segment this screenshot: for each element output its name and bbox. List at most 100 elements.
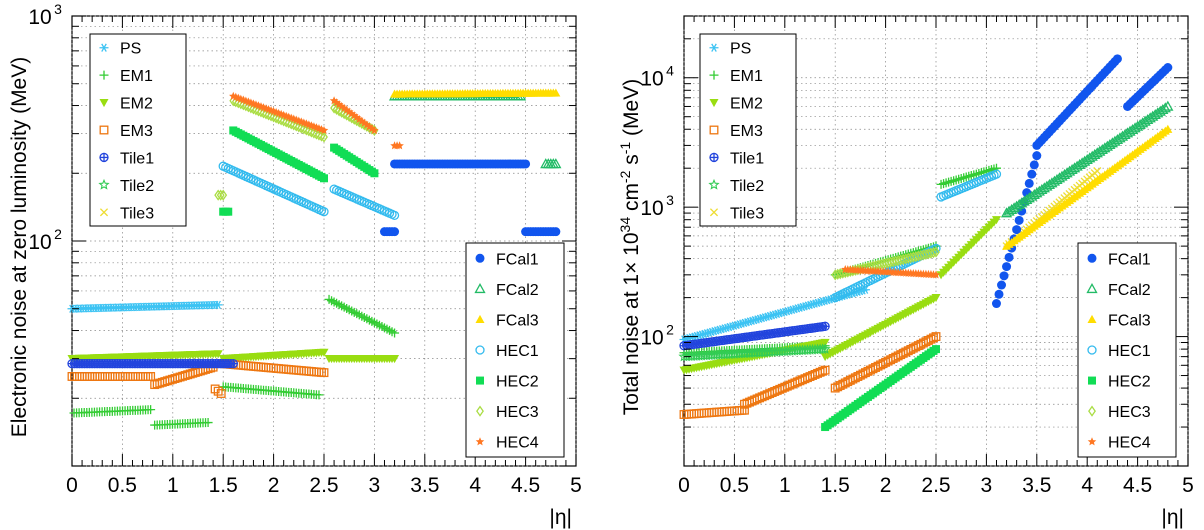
data-point-fcal2 [1003,205,1015,216]
data-point-hec3 [279,115,288,127]
data-point-fcal2 [1081,153,1093,165]
legend-marker-tile2 [98,178,110,190]
data-point-hec4 [931,270,941,279]
legend-marker-hec4 [1087,437,1097,446]
data-point-fcal2 [1147,110,1159,121]
data-point-em3 [259,362,268,372]
data-point-hec4 [395,141,404,150]
y-tick-exponent: 4 [666,63,674,79]
legend-label-fcal3: FCal3 [1108,312,1151,329]
y-axis-label-part: -1 [617,142,633,155]
data-point-fcal1 [1032,151,1042,161]
data-point-fcal3 [1163,124,1173,133]
data-point-fcal1 [521,159,531,169]
data-point-em3 [319,368,329,378]
data-point-hec3 [269,111,278,123]
data-point-hec3 [249,103,258,115]
legend-label-em2: EM2 [120,96,153,113]
legend-label-hec1: HEC1 [496,343,539,360]
legend-marker-em3 [709,125,719,135]
data-point-fcal2 [1109,135,1121,146]
y-axis-label-part: Total noise at 1× 10 [620,232,643,415]
data-point-fcal2 [1008,202,1020,213]
data-point-em3 [692,409,702,419]
data-point-fcal2 [550,158,562,169]
data-point-tile1 [820,321,830,331]
legend-label-tile3: Tile3 [120,205,154,222]
data-point-em3 [216,389,226,398]
x-tick-label: 2.5 [309,474,338,497]
data-point-fcal2 [1011,200,1023,211]
x-tick-label: 5 [1182,474,1194,497]
data-point-em3 [138,372,148,381]
data-point-fcal2 [1046,177,1058,188]
data-point-em3 [722,406,732,416]
data-point-em3 [248,361,258,371]
data-point-fcal2 [1031,187,1043,198]
data-point-fcal2 [1056,170,1068,181]
data-point-em3 [141,372,151,381]
data-point-em2 [931,294,941,303]
marker-cross [820,321,830,331]
data-point-fcal1 [1024,178,1034,188]
data-point-em3 [279,364,289,374]
x-tick-label: 3.5 [410,474,439,497]
data-point-fcal2 [1116,130,1129,141]
data-point-tile2 [819,343,831,354]
data-point-em3 [264,363,274,373]
data-point-em2 [213,350,223,359]
data-point-em3 [210,384,220,394]
data-point-hec3 [287,118,296,130]
data-point-fcal2 [1061,167,1073,178]
x-tick-label: 1.5 [821,474,850,497]
x-tick-label: 4.5 [511,474,540,497]
legend-marker-hec4 [475,437,485,446]
legend-label-hec3: HEC3 [1108,404,1151,421]
legend-marker-hec2 [1088,376,1096,385]
data-point-em3 [291,365,301,375]
marker-cross [228,359,238,369]
data-point-em2 [991,216,1001,225]
legend-label-hec4: HEC4 [1108,435,1151,452]
data-point-hec3 [289,119,298,131]
data-point-fcal2 [1018,195,1030,206]
data-point-fcal2 [1079,155,1091,166]
data-point-hec1 [991,169,1002,179]
data-point-em3 [306,367,316,376]
data-point-fcal1 [1112,54,1122,64]
data-point-hec3 [302,124,311,136]
data-point-em3 [818,366,828,376]
data-point-em3 [146,372,156,381]
data-point-em3 [815,367,825,377]
x-tick-label: 1 [779,474,791,497]
legend-marker-tile1 [99,152,109,163]
legend-label-fcal1: FCal1 [1108,251,1151,268]
legend-label-tile3: Tile3 [730,205,764,222]
data-point-fcal2 [1051,173,1063,185]
data-point-hec3 [284,117,293,129]
data-point-fcal2 [1053,172,1066,183]
data-point-hec2 [320,174,328,183]
data-point-em3 [699,408,709,418]
data-point-em3 [251,362,261,372]
x-tick-label: 2 [268,474,280,497]
legend-label-tile1: Tile1 [730,150,764,167]
y-tick-exponent: 2 [666,322,674,338]
data-point-fcal3 [551,88,561,97]
data-point-em1 [390,328,400,338]
data-point-em3 [103,372,112,381]
data-point-em3 [125,372,135,381]
data-point-em3 [274,364,284,374]
data-point-em1 [146,405,156,415]
legend-marker-em2 [709,98,719,108]
data-point-em3 [80,372,90,381]
data-point-fcal1 [1029,160,1039,170]
data-point-em3 [100,372,110,381]
x-tick-label: 5 [570,474,582,497]
data-point-hec3 [312,128,321,140]
legend-label-ps: PS [120,41,141,58]
data-point-fcal2 [1111,133,1124,145]
data-point-em3 [929,333,938,343]
data-point-fcal2 [1013,198,1025,210]
